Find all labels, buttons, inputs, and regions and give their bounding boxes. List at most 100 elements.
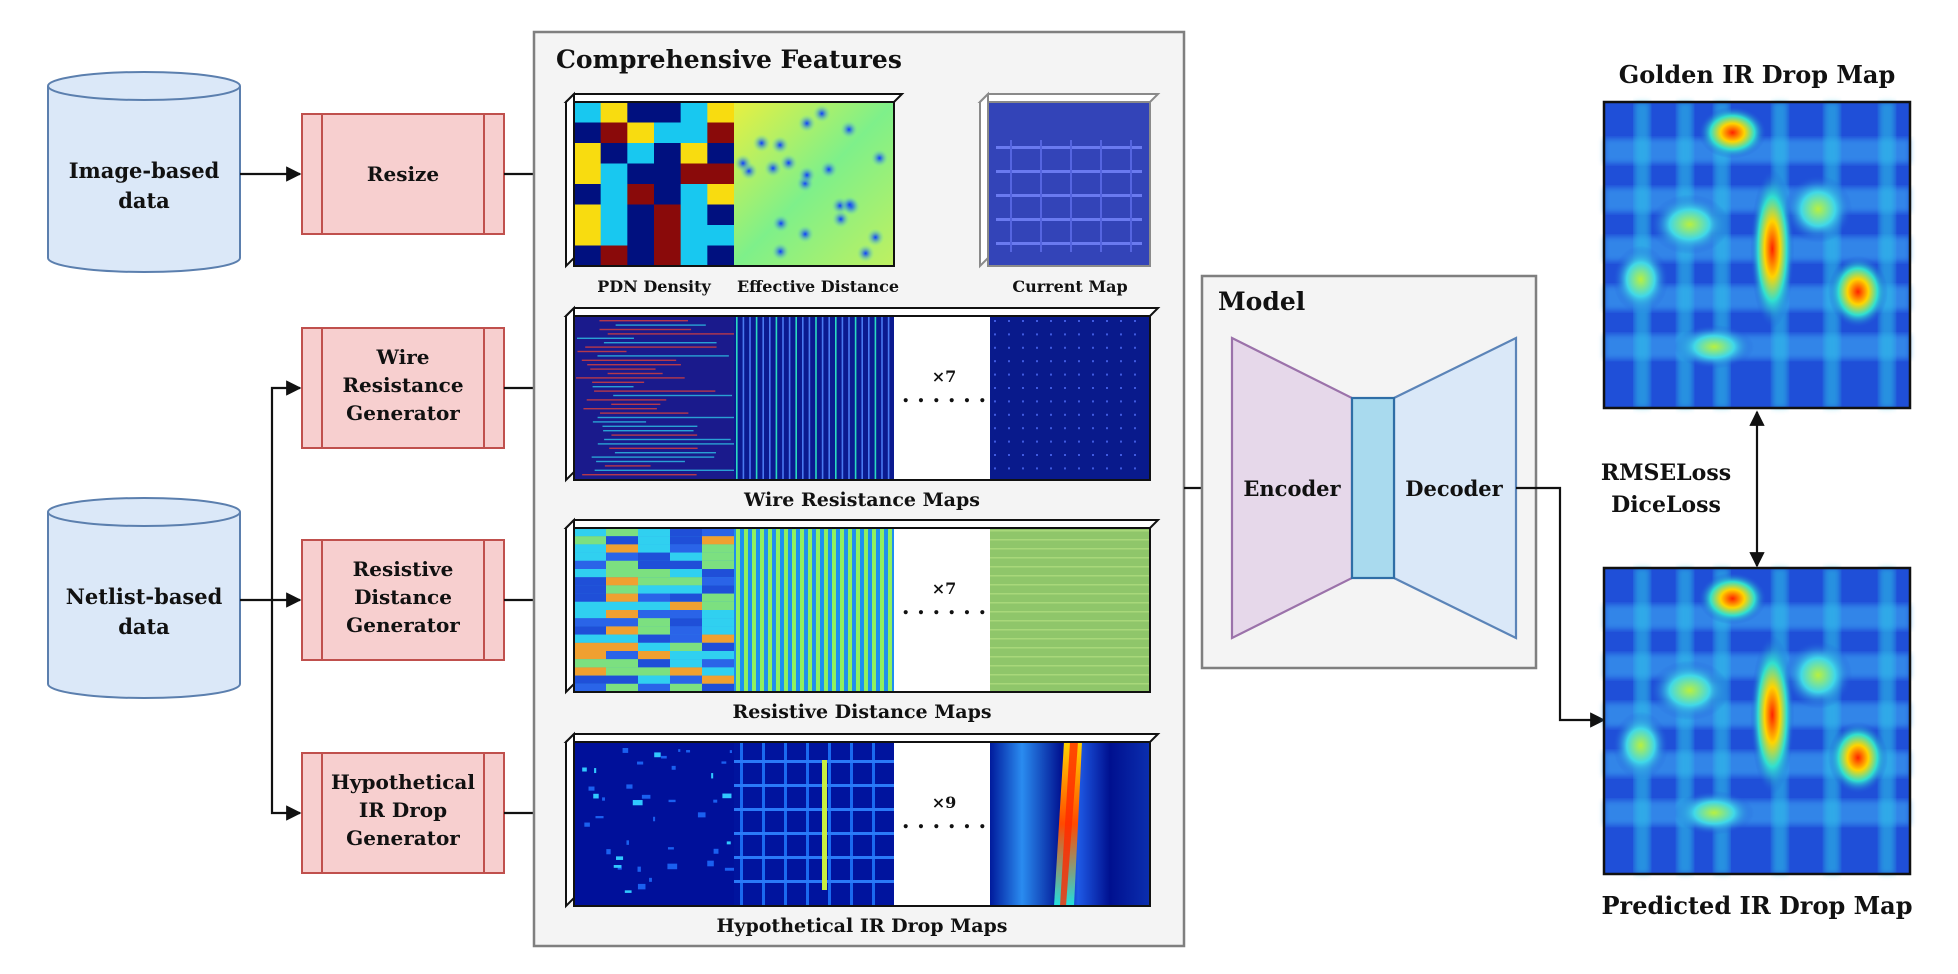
pdn-cell bbox=[600, 245, 628, 267]
wire-dot bbox=[1008, 440, 1010, 443]
wire-dot bbox=[1106, 467, 1108, 470]
wire-dot bbox=[1106, 360, 1108, 363]
wire-streak bbox=[597, 443, 747, 445]
wire-streak bbox=[591, 456, 715, 458]
resistive-cell bbox=[574, 544, 606, 553]
wire-dot bbox=[1134, 387, 1136, 389]
resistive-cell bbox=[574, 585, 606, 594]
hypothetical-spot bbox=[584, 822, 590, 827]
resistive-cell bbox=[638, 626, 670, 635]
wire-dot bbox=[1092, 333, 1094, 336]
resistive-cell bbox=[606, 536, 638, 545]
wire-streak bbox=[592, 381, 645, 383]
resistive-cell bbox=[574, 610, 606, 619]
pdn-cell bbox=[707, 225, 735, 246]
wire-dot bbox=[1134, 413, 1136, 416]
wire-streak bbox=[607, 333, 747, 335]
hypothetical-spot bbox=[594, 768, 597, 774]
resistive-cell bbox=[574, 569, 606, 578]
hypothetical-spot bbox=[626, 784, 633, 789]
resistive-cell bbox=[670, 618, 702, 627]
wire-streak bbox=[596, 460, 685, 463]
resistive-line bbox=[990, 629, 1150, 631]
pdn-cell bbox=[627, 163, 655, 185]
wire-dot bbox=[1120, 387, 1122, 389]
predicted-ir-drop-map bbox=[1602, 566, 1912, 876]
wire-dot bbox=[1120, 440, 1122, 443]
decoder-label: Decoder bbox=[1405, 476, 1503, 501]
wire-dot bbox=[1050, 346, 1052, 349]
wire-dot bbox=[1064, 400, 1066, 403]
resistive-cell bbox=[606, 675, 638, 684]
resistive-cell bbox=[638, 667, 670, 676]
current-grid-line bbox=[1010, 140, 1012, 252]
hypothetical-line bbox=[734, 784, 894, 787]
wire-dot bbox=[1036, 454, 1038, 456]
image-based-label-line2: data bbox=[118, 188, 170, 213]
resistive-cell bbox=[606, 667, 638, 676]
wire-dot bbox=[1134, 360, 1136, 363]
hypothetical-spot bbox=[649, 877, 652, 882]
wire-dot bbox=[1008, 360, 1010, 363]
current-map-label: Current Map bbox=[1012, 277, 1127, 296]
wire-dot bbox=[1022, 373, 1024, 376]
wire-dot bbox=[994, 467, 996, 470]
wire-streak bbox=[602, 425, 698, 427]
current-grid-line bbox=[996, 194, 1142, 197]
wire-streak bbox=[604, 465, 651, 467]
hypothetical-spot bbox=[632, 800, 643, 806]
hypothetical-spot bbox=[713, 799, 718, 803]
wire-dot bbox=[1106, 400, 1108, 403]
hypothetical-multiplier: ×9 bbox=[932, 793, 957, 812]
effective-distance-dot bbox=[763, 159, 782, 178]
wire-dot bbox=[1092, 454, 1094, 456]
wire-dot bbox=[1078, 373, 1080, 376]
resistive-cell bbox=[670, 651, 702, 660]
wire-dot bbox=[1036, 373, 1038, 376]
hypothetical-spot bbox=[616, 856, 624, 860]
hypothetical-spot bbox=[582, 767, 587, 772]
pdn-cell bbox=[707, 245, 735, 267]
resistive-stripe bbox=[808, 528, 812, 692]
wire-streak bbox=[592, 386, 634, 388]
resistive-stripe bbox=[776, 528, 780, 692]
resistive-line bbox=[990, 611, 1150, 613]
wire-dot bbox=[1064, 346, 1066, 349]
resistive-line bbox=[990, 566, 1150, 568]
hypothetical-line bbox=[828, 742, 831, 906]
wire-dot bbox=[1050, 387, 1052, 389]
hypothetical-spot bbox=[667, 847, 674, 850]
resistive-line bbox=[990, 665, 1150, 667]
hypothetical-line bbox=[872, 742, 875, 906]
wire-dot bbox=[1092, 427, 1094, 430]
effective-distance-dot bbox=[796, 225, 815, 244]
wire-streak bbox=[590, 368, 656, 370]
wire-dot bbox=[1120, 333, 1122, 336]
wire-dot bbox=[1008, 387, 1010, 389]
pdn-density-map bbox=[574, 102, 735, 267]
hypothetical-line bbox=[740, 742, 743, 906]
wire-dot bbox=[1106, 346, 1108, 349]
resistive-cell bbox=[702, 544, 734, 553]
wire-dot bbox=[1134, 467, 1136, 470]
wire-stripe bbox=[861, 316, 863, 480]
hypothetical-spot bbox=[637, 761, 644, 765]
wire-dot bbox=[1078, 454, 1080, 456]
wire-dot bbox=[1120, 373, 1122, 376]
resistive-cell bbox=[702, 642, 734, 651]
wire-resistance-caption: Wire Resistance Maps bbox=[743, 489, 980, 511]
wire-dot bbox=[1078, 320, 1080, 322]
ir-map-frame bbox=[1602, 566, 1912, 876]
resistive-cell bbox=[702, 683, 734, 692]
wire-streak bbox=[586, 399, 667, 401]
hypothetical-hot-core bbox=[1060, 742, 1078, 906]
hypothetical-spot bbox=[668, 799, 676, 803]
wire-dot bbox=[1092, 360, 1094, 363]
pdn-cell bbox=[627, 245, 655, 267]
wire-stripe bbox=[762, 316, 764, 480]
wire-dot bbox=[1120, 360, 1122, 363]
resistive-cell bbox=[638, 601, 670, 610]
wire-dot bbox=[1134, 346, 1136, 349]
pdn-cell bbox=[627, 102, 655, 123]
